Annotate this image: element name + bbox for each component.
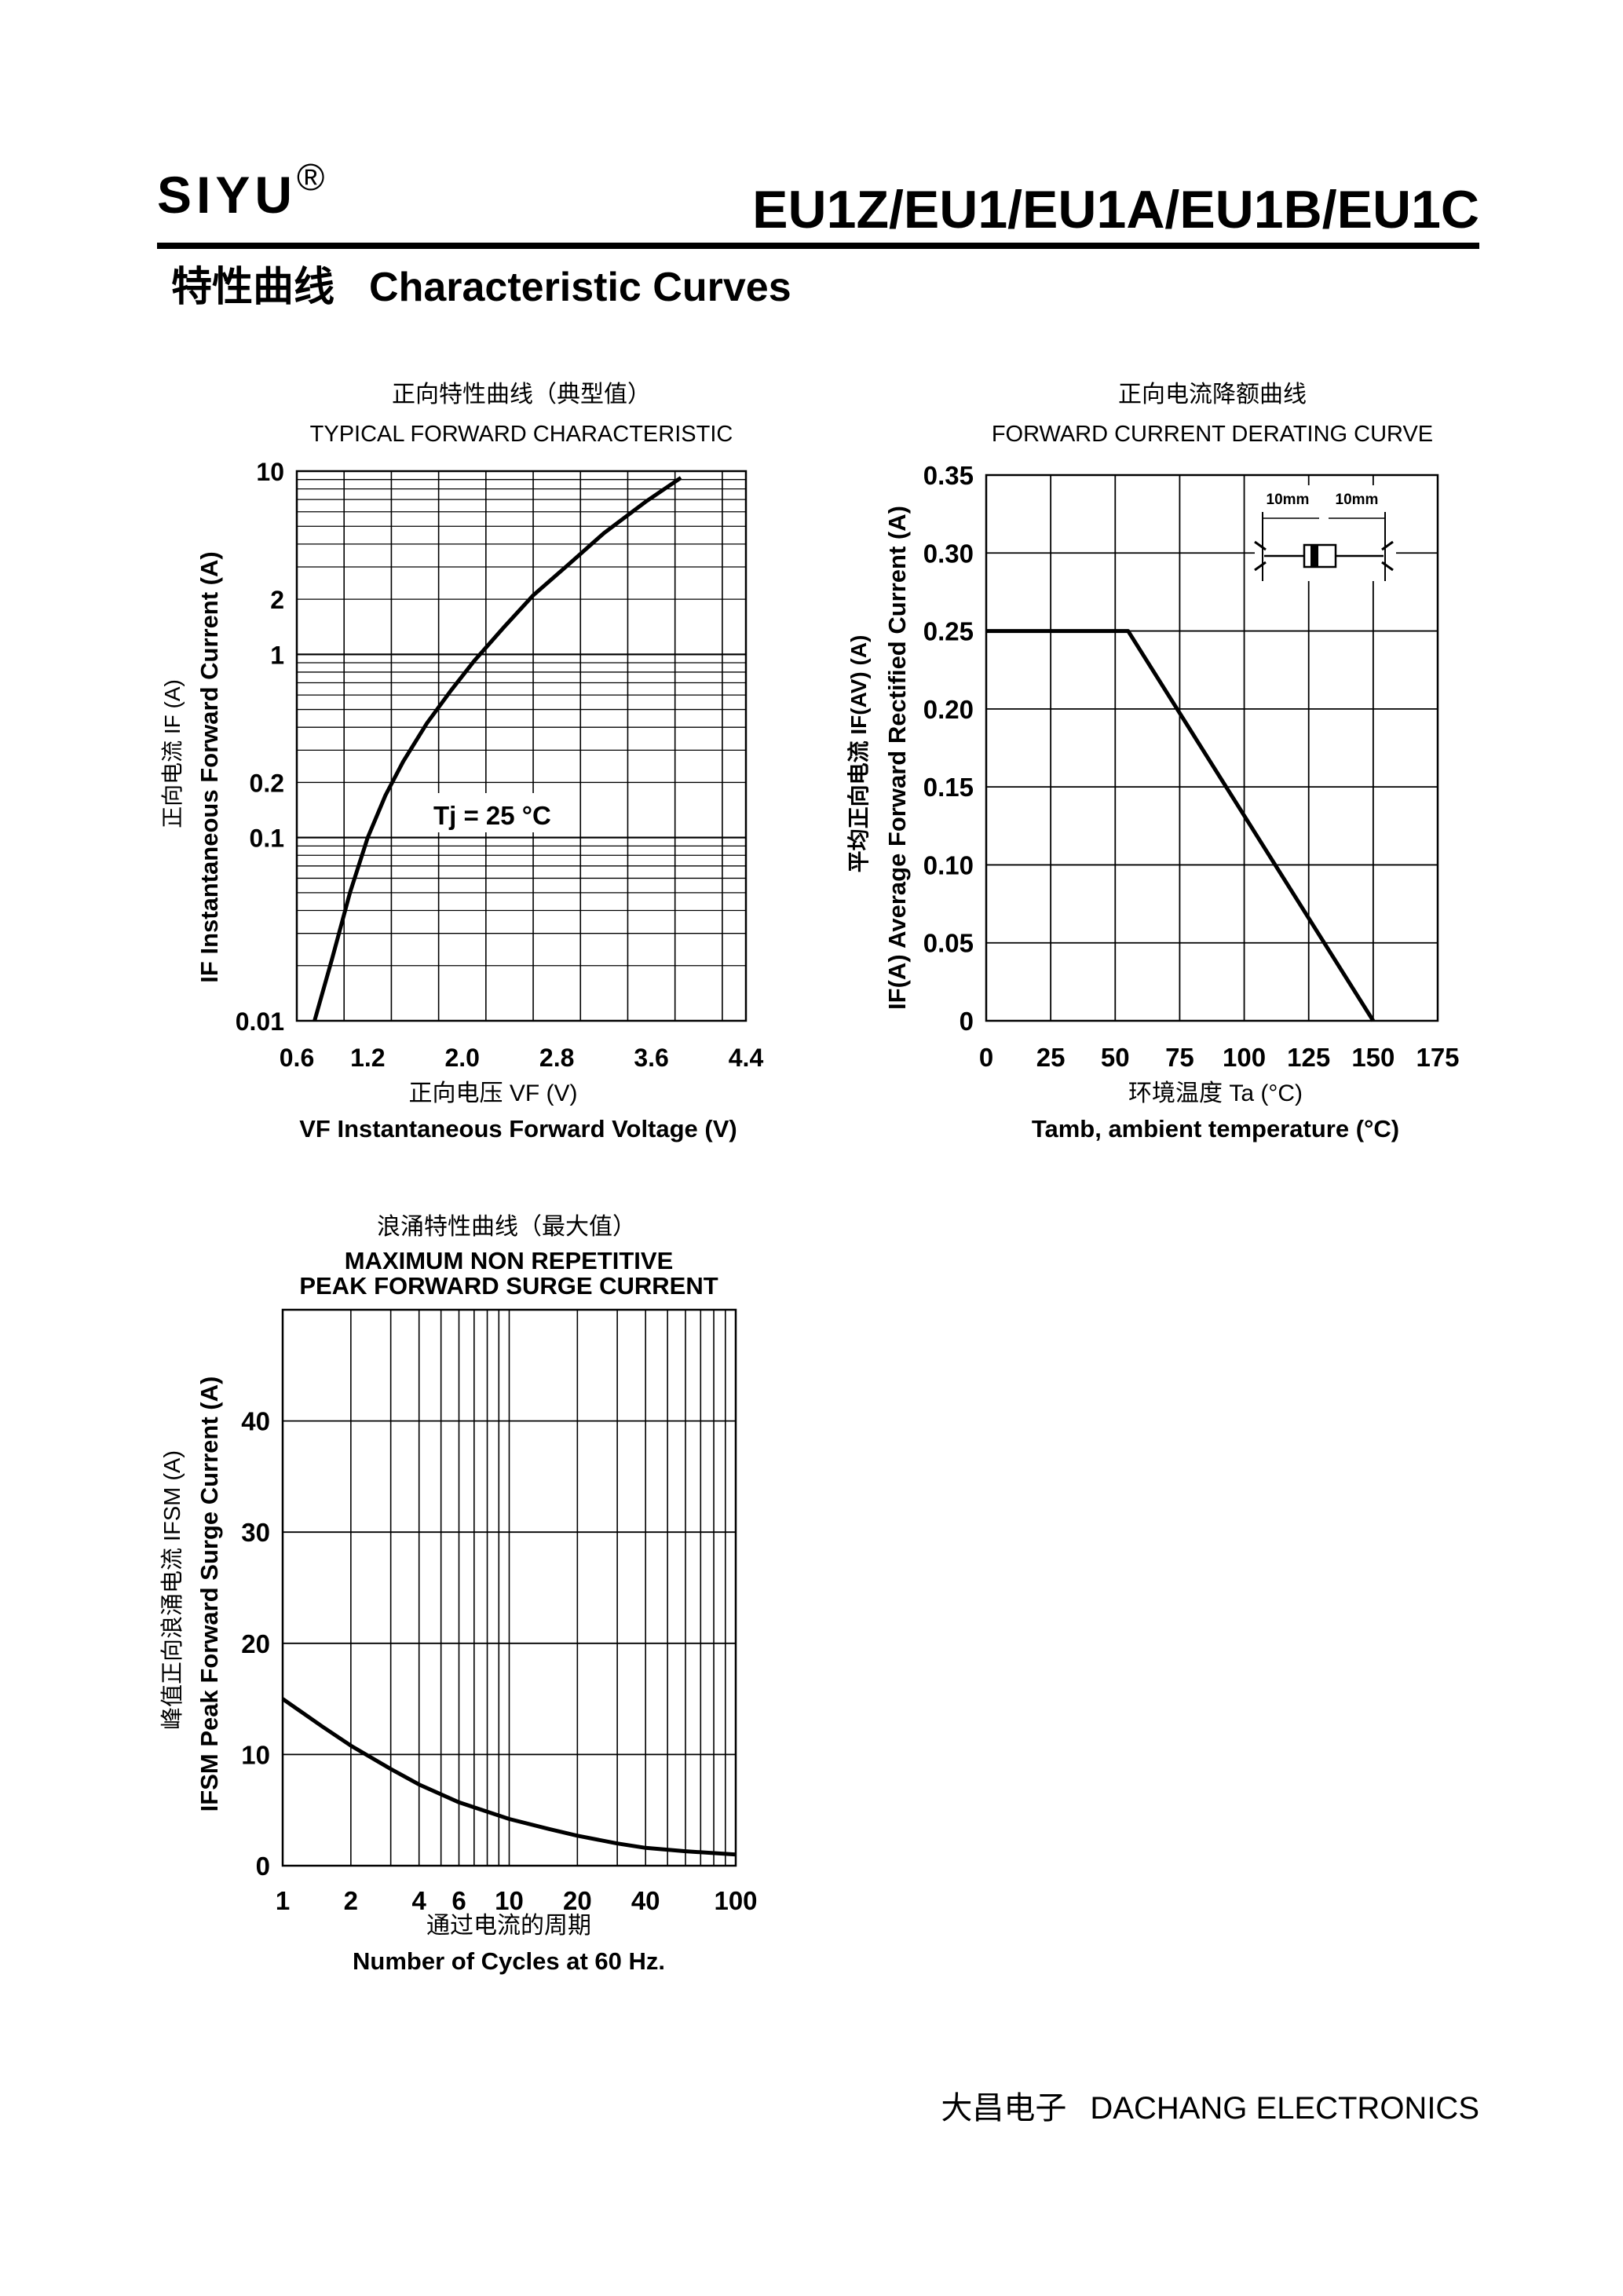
y-tick-label: 0	[256, 1852, 270, 1881]
y-tick-label: 0.10	[923, 850, 974, 879]
y-tick-label: 0.20	[923, 695, 974, 724]
plot-frame	[985, 473, 1439, 1022]
x-tick-label: 50	[1101, 1043, 1130, 1072]
y-tick-label: 1	[270, 641, 284, 669]
section-title: 特性曲线 Characteristic Curves	[171, 254, 826, 313]
x-axis-label: Number of Cycles at 60 Hz.	[353, 1947, 665, 1975]
y-axis-label-cn: 正向电流 IF (A)	[160, 679, 185, 828]
x-tick-label: 100	[1223, 1043, 1266, 1072]
x-tick-label: 4	[412, 1886, 427, 1915]
chart-title-cn: 正向电流降额曲线	[1118, 382, 1307, 408]
x-tick-label: 175	[1416, 1043, 1459, 1072]
x-tick-label: 2.8	[539, 1044, 574, 1072]
chart-title: MAXIMUM NON REPETITIVE	[345, 1247, 674, 1274]
x-axis-label: VF Instantaneous Forward Voltage (V)	[299, 1115, 737, 1143]
x-tick-label: 1.2	[350, 1044, 385, 1072]
x-tick-label: 10	[495, 1886, 524, 1915]
y-tick-label: 0.2	[250, 769, 284, 797]
y-axis-label: IF Instantaneous Forward Current (A)	[196, 551, 223, 982]
x-tick-label: 0	[979, 1043, 993, 1072]
plot-frame	[295, 470, 748, 1022]
y-tick-label: 0.1	[250, 824, 284, 853]
y-tick-label: 0.35	[923, 461, 974, 490]
x-tick-label: 2	[344, 1886, 358, 1915]
derating-curve	[986, 629, 1376, 1022]
x-axis-label-cn: 正向电压 VF (V)	[409, 1080, 578, 1106]
y-tick-label: 0.25	[923, 617, 974, 646]
footer-company-en: DACHANG ELECTRONICS	[1090, 2091, 1479, 2126]
plot-frame	[281, 1308, 737, 1867]
x-tick-label: 20	[563, 1886, 592, 1915]
derating-chart: 0 25 50 75 100 125 150 175 0 0.05 0.10 0.15 0.20 0.25…	[846, 382, 1460, 1143]
x-tick-label: 125	[1287, 1043, 1330, 1072]
x-tick-label: 100	[714, 1886, 757, 1915]
y-axis-label-cn: 峰值正向浪涌电流 IFSM (A)	[159, 1450, 185, 1730]
x-axis-label: Tamb, ambient temperature (°C)	[1032, 1115, 1399, 1143]
inset-diode-body	[1303, 543, 1337, 569]
chart-title-line2: PEAK FORWARD SURGE CURRENT	[299, 1272, 718, 1300]
footer-company: 大昌电子 DACHANG ELECTRONICS	[941, 2082, 1479, 2128]
annotation-tj: Tj = 25 °C	[433, 801, 551, 830]
chart-title-cn: 正向特性曲线（典型值）	[392, 382, 651, 408]
y-axis-label: IF(A) Average Forward Rectified Current …	[883, 506, 911, 1010]
x-tick-label: 25	[1036, 1043, 1066, 1072]
inset-label-right: 10mm	[1336, 492, 1379, 508]
surge-curve	[281, 1697, 737, 1857]
forward-characteristic-chart: 0.6 1.2 2.0 2.8 3.6 4.4 10 2 1 0.2 0.1 0.01 Tj = 25 …	[160, 382, 763, 1143]
x-tick-label: 150	[1351, 1043, 1395, 1072]
inset-label-left: 10mm	[1267, 492, 1310, 508]
y-tick-label: 0.15	[923, 773, 974, 802]
y-tick-label: 0.01	[236, 1007, 284, 1036]
header-rule	[157, 243, 1479, 249]
y-tick-label: 20	[241, 1629, 270, 1658]
x-tick-label: 0.6	[280, 1044, 314, 1072]
y-tick-label: 10	[241, 1740, 270, 1769]
section-title-cn: 特性曲线	[171, 265, 335, 310]
surge-current-chart: 1 2 4 6 10 20 40 100 0 10 20 30 40 浪涌特性曲线（最大值） MAXIMUM…	[159, 1214, 758, 1975]
x-tick-label: 1	[276, 1886, 290, 1915]
y-axis-label-cn: 平均正向电流 IF(AV) (A)	[846, 635, 871, 873]
part-numbers: EU1Z/EU1/EU1A/EU1B/EU1C	[752, 180, 1479, 239]
y-tick-label: 2	[270, 586, 284, 614]
x-tick-label: 2.0	[444, 1044, 479, 1072]
y-axis-label: IFSM Peak Forward Surge Current (A)	[196, 1377, 223, 1812]
chart-title: FORWARD CURRENT DERATING CURVE	[992, 422, 1433, 447]
inset-clips	[1254, 540, 1394, 572]
y-tick-label: 0.30	[923, 539, 974, 568]
y-tick-label: 0	[960, 1007, 974, 1036]
forward-curve	[313, 476, 682, 1022]
y-tick-label: 10	[256, 458, 284, 486]
x-tick-label: 3.6	[634, 1044, 668, 1072]
annotation-bg	[430, 793, 562, 832]
x-tick-label: 6	[451, 1886, 466, 1915]
x-tick-label: 75	[1165, 1043, 1194, 1072]
inset-diode-band	[1310, 545, 1318, 567]
registered-mark: ®	[297, 157, 325, 199]
brand-logo: SIYU®	[157, 157, 324, 225]
diode-inset-diagram: 10mm 10mm	[1254, 485, 1396, 581]
y-tick-label: 30	[241, 1518, 270, 1547]
y-tick-label: 40	[241, 1407, 270, 1436]
x-tick-label: 4.4	[729, 1044, 764, 1072]
x-axis-label-cn: 环境温度 Ta (°C)	[1128, 1080, 1303, 1106]
x-axis-label-cn: 通过电流的周期	[426, 1913, 591, 1939]
brand-name: SIYU	[157, 166, 298, 224]
y-tick-label: 0.05	[923, 929, 974, 958]
footer-company-cn: 大昌电子	[941, 2091, 1067, 2126]
chart-title-cn: 浪涌特性曲线（最大值）	[377, 1214, 636, 1240]
chart-title: TYPICAL FORWARD CHARACTERISTIC	[310, 422, 733, 447]
section-title-en: Characteristic Curves	[369, 265, 791, 310]
x-tick-label: 40	[631, 1886, 660, 1915]
